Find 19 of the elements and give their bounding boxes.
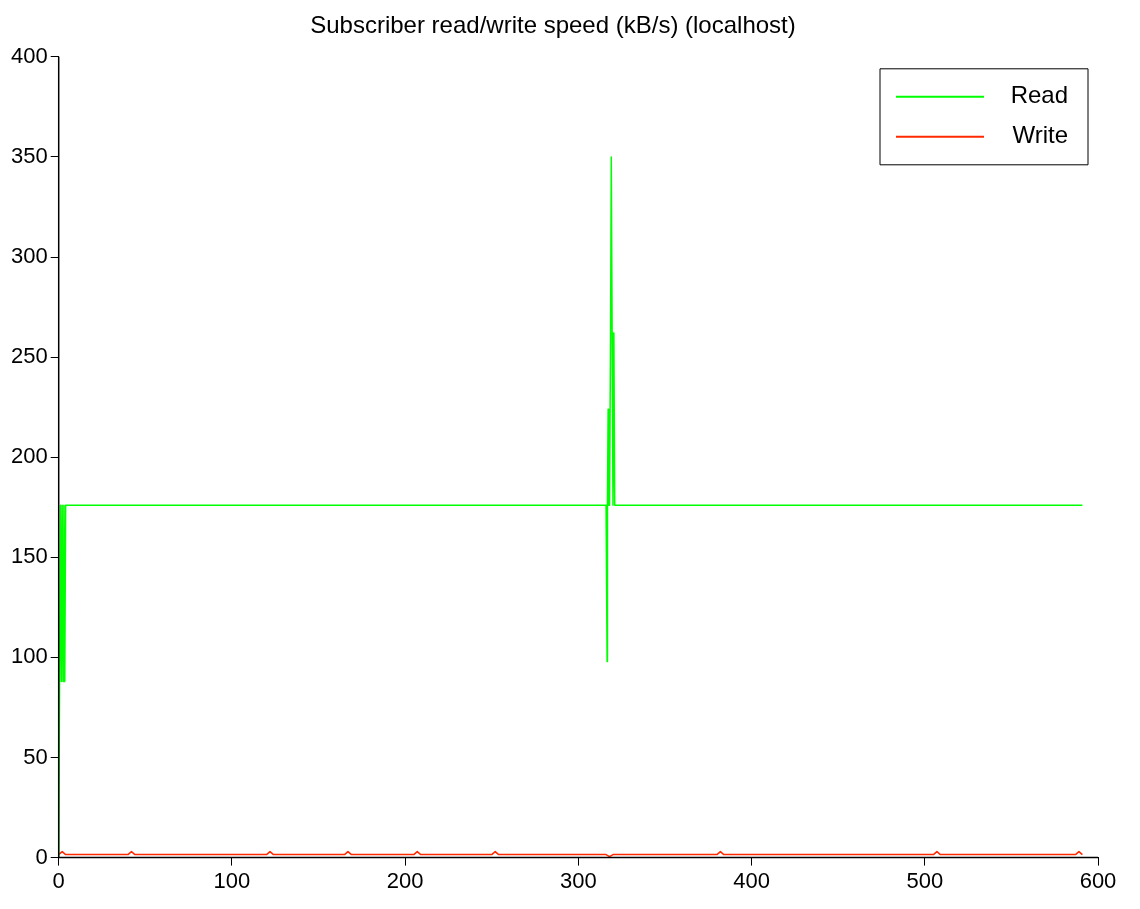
legend-label: Write [1012,121,1068,149]
y-tick-label: 350 [10,142,48,168]
y-tick-label: 400 [10,42,48,68]
y-tick-label: 100 [10,643,48,669]
x-tick-label: 600 [1079,867,1117,893]
y-tick-label: 250 [10,343,48,369]
x-tick-label: 400 [733,867,770,893]
y-tick-label: 150 [10,543,48,569]
x-tick-label: 300 [559,867,597,893]
y-tick-label: 300 [10,243,48,269]
x-tick-label: 100 [213,867,251,893]
y-tick-label: 200 [10,443,48,469]
x-tick-label: 200 [386,867,424,893]
legend-label: Read [1010,81,1068,109]
y-tick-label: 50 [23,743,48,769]
x-tick-label: 0 [52,867,65,893]
y-tick-label: 0 [35,843,48,869]
chart-title: Subscriber read/write speed (kB/s) (localhost) [310,11,796,39]
x-tick-label: 500 [906,867,944,893]
